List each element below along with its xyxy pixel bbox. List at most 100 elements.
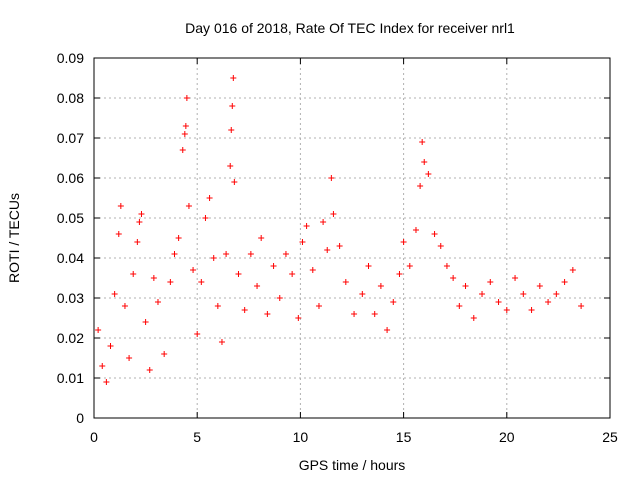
data-point	[183, 95, 190, 101]
data-point	[512, 275, 519, 281]
data-point	[425, 171, 432, 177]
data-point	[223, 251, 230, 257]
data-point	[171, 251, 178, 257]
x-tick-label: 20	[499, 429, 515, 445]
data-point	[95, 327, 102, 333]
data-point	[198, 279, 205, 285]
data-point	[342, 279, 349, 285]
data-point	[299, 239, 306, 245]
data-point	[282, 251, 289, 257]
data-point	[545, 299, 552, 305]
data-point	[437, 243, 444, 249]
grid-lines	[94, 58, 610, 418]
data-point	[167, 279, 174, 285]
data-point	[264, 311, 271, 317]
data-point	[384, 327, 391, 333]
data-point	[528, 307, 535, 313]
data-point	[371, 311, 378, 317]
data-point	[536, 283, 543, 289]
data-point	[134, 239, 141, 245]
data-point	[103, 379, 110, 385]
data-point	[396, 271, 403, 277]
data-point	[320, 219, 327, 225]
data-point	[210, 255, 217, 261]
data-point	[309, 267, 316, 273]
data-point	[99, 363, 106, 369]
data-point	[181, 131, 188, 137]
data-point	[270, 263, 277, 269]
data-point	[142, 319, 149, 325]
data-point	[130, 271, 137, 277]
data-point	[146, 367, 153, 373]
y-tick-label: 0.04	[57, 250, 84, 266]
data-point	[520, 291, 527, 297]
data-point	[443, 263, 450, 269]
x-tick-label: 25	[602, 429, 618, 445]
data-point	[419, 139, 426, 145]
data-point	[228, 127, 235, 133]
data-point	[406, 263, 413, 269]
data-point	[503, 307, 510, 313]
y-tick-label: 0.02	[57, 330, 84, 346]
data-point	[235, 271, 242, 277]
y-tick-label: 0.05	[57, 210, 84, 226]
y-tick-label: 0.03	[57, 290, 84, 306]
data-point	[231, 179, 238, 185]
axis-ticks: 0 0.01 0.02 0.03 0.04 0.05 0.06 0.07 0.08 0.09 0 5 1…	[57, 50, 618, 445]
data-point	[359, 291, 366, 297]
data-point	[115, 231, 122, 237]
data-point	[365, 263, 372, 269]
data-point	[194, 331, 201, 337]
chart-title: Day 016 of 2018, Rate Of TEC Index for r…	[185, 20, 515, 36]
data-point	[289, 271, 296, 277]
data-point	[324, 247, 331, 253]
data-point	[412, 227, 419, 233]
x-tick-label: 15	[396, 429, 412, 445]
data-point	[450, 275, 457, 281]
data-point	[111, 291, 118, 297]
data-point	[175, 235, 182, 241]
data-point	[377, 283, 384, 289]
data-point	[553, 291, 560, 297]
y-tick-label: 0.06	[57, 170, 84, 186]
x-tick-label: 10	[293, 429, 309, 445]
y-tick-label: 0.01	[57, 370, 84, 386]
data-point	[351, 311, 358, 317]
data-point	[470, 315, 477, 321]
data-point	[138, 211, 145, 217]
data-point	[121, 303, 128, 309]
data-point	[417, 183, 424, 189]
data-point	[229, 103, 236, 109]
data-point	[247, 251, 254, 257]
y-tick-label: 0.08	[57, 90, 84, 106]
data-point	[431, 231, 438, 237]
plot-frame	[93, 57, 611, 419]
x-tick-label: 0	[90, 429, 98, 445]
data-point	[315, 303, 322, 309]
data-point	[190, 267, 197, 273]
data-point	[241, 307, 248, 313]
data-point	[258, 235, 265, 241]
data-point	[206, 195, 213, 201]
data-point	[479, 291, 486, 297]
data-point	[254, 283, 261, 289]
data-point	[462, 283, 469, 289]
data-point	[218, 339, 225, 345]
data-point	[421, 159, 428, 165]
data-point	[578, 303, 585, 309]
data-point	[136, 219, 143, 225]
data-point	[230, 75, 237, 81]
data-point	[295, 315, 302, 321]
data-point	[495, 299, 502, 305]
data-point	[227, 163, 234, 169]
data-point	[561, 279, 568, 285]
x-axis-label: GPS time / hours	[299, 457, 406, 473]
data-point	[107, 343, 114, 349]
y-tick-label: 0	[76, 410, 84, 426]
data-point	[182, 123, 189, 129]
data-point	[179, 147, 186, 153]
y-tick-label: 0.07	[57, 130, 84, 146]
data-point	[154, 299, 161, 305]
